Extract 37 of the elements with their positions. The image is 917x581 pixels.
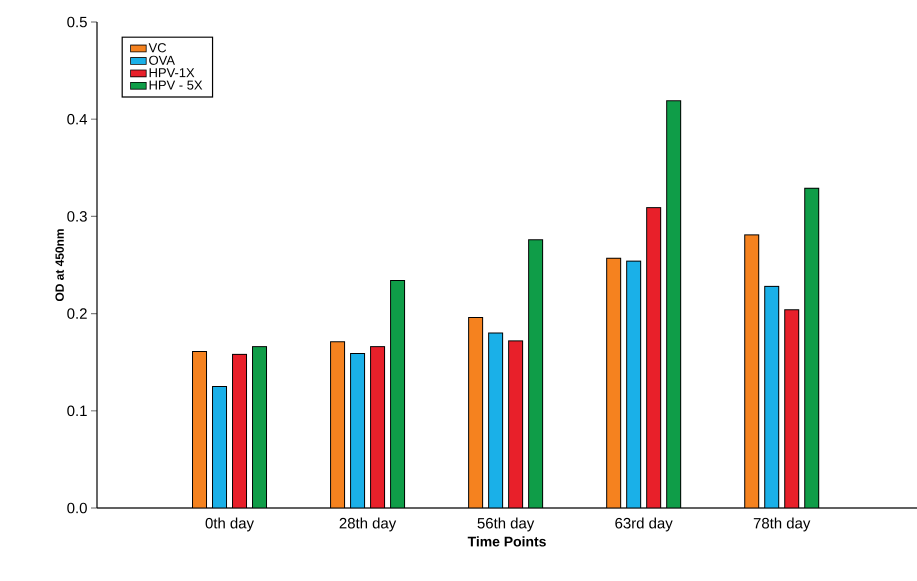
bar — [212, 386, 228, 508]
bar — [784, 309, 800, 508]
bar — [804, 188, 820, 508]
bar — [764, 286, 780, 508]
bar — [192, 351, 208, 508]
bar — [370, 346, 386, 508]
bar — [666, 100, 682, 508]
bar — [626, 260, 642, 508]
bar — [744, 234, 760, 508]
x-tick-label: 0th day — [206, 518, 254, 532]
x-axis-title: Time Points — [468, 536, 546, 547]
y-axis-title: OD at 450nm — [55, 229, 64, 302]
legend-label: HPV - 5X — [150, 80, 202, 90]
y-tick-label: 0.3 — [67, 211, 87, 222]
x-tick-label: 56th day — [478, 518, 534, 532]
y-tick-label: 0.1 — [67, 406, 87, 416]
bar — [350, 352, 366, 508]
x-tick-label: 28th day — [340, 518, 396, 532]
bar — [468, 316, 484, 508]
bar — [232, 354, 248, 508]
bar — [646, 207, 662, 508]
legend-label: HPV-1X — [150, 68, 194, 78]
bar — [330, 341, 346, 508]
y-tick-label: 0.4 — [67, 114, 88, 124]
legend-label: OVA — [149, 56, 175, 65]
legend-label: VC — [148, 43, 166, 52]
bar — [528, 239, 544, 508]
y-tick-label: 0.5 — [67, 16, 87, 28]
y-tick-label: 0.0 — [67, 502, 87, 514]
x-tick-label: 63rd day — [615, 518, 673, 532]
bar — [606, 258, 622, 508]
bar — [488, 332, 504, 508]
bar — [390, 280, 406, 508]
bar — [508, 340, 524, 508]
x-tick-label: 78th day — [754, 518, 810, 532]
bar — [252, 346, 268, 508]
y-tick-label: 0.2 — [67, 308, 87, 319]
